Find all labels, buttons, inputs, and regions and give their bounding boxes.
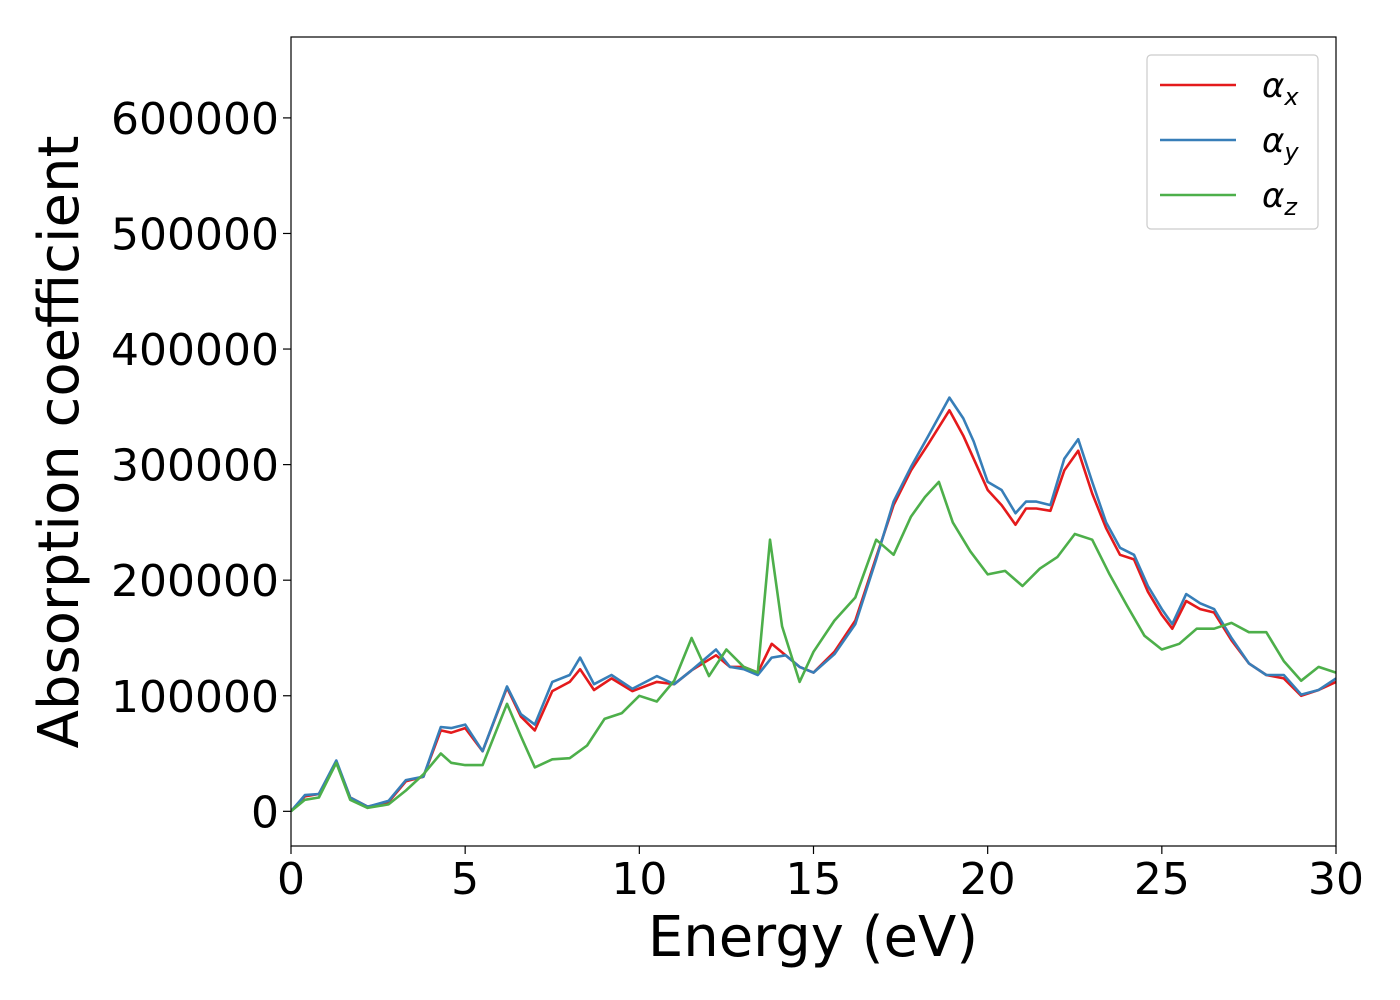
x-axis-label: Energy (eV) [648,905,978,970]
legend-entry-y: αy [1262,121,1299,166]
x-tick-label: 25 [1134,854,1190,905]
y-axis-ticks: 0 100000 200000 300000 400000 500000 600000 [111,94,291,838]
legend-entry-z: αz [1262,176,1298,221]
y-tick-label: 600000 [111,94,279,145]
y-tick-label: 400000 [111,325,279,376]
legend: αx αy αz [1146,54,1319,230]
x-axis-ticks: 0 5 10 15 20 25 30 [277,846,1364,905]
series-line-alpha-z [291,480,1336,813]
legend-box [1146,54,1319,230]
y-tick-label: 0 [251,787,279,838]
y-tick-label: 200000 [111,556,279,607]
legend-entry-x: αx [1262,66,1299,111]
series-line-alpha-x [291,409,1336,813]
y-axis-label: Absorption coefficient [27,136,92,749]
x-tick-label: 30 [1308,854,1364,905]
x-tick-label: 10 [611,854,667,905]
series-line-alpha-y [291,396,1336,813]
y-tick-label: 500000 [111,209,279,260]
x-tick-label: 5 [451,854,479,905]
series-lines [291,396,1336,813]
y-tick-label: 300000 [111,441,279,492]
x-tick-label: 0 [277,854,305,905]
x-tick-label: 20 [960,854,1016,905]
x-tick-label: 15 [786,854,842,905]
y-tick-label: 100000 [111,672,279,723]
